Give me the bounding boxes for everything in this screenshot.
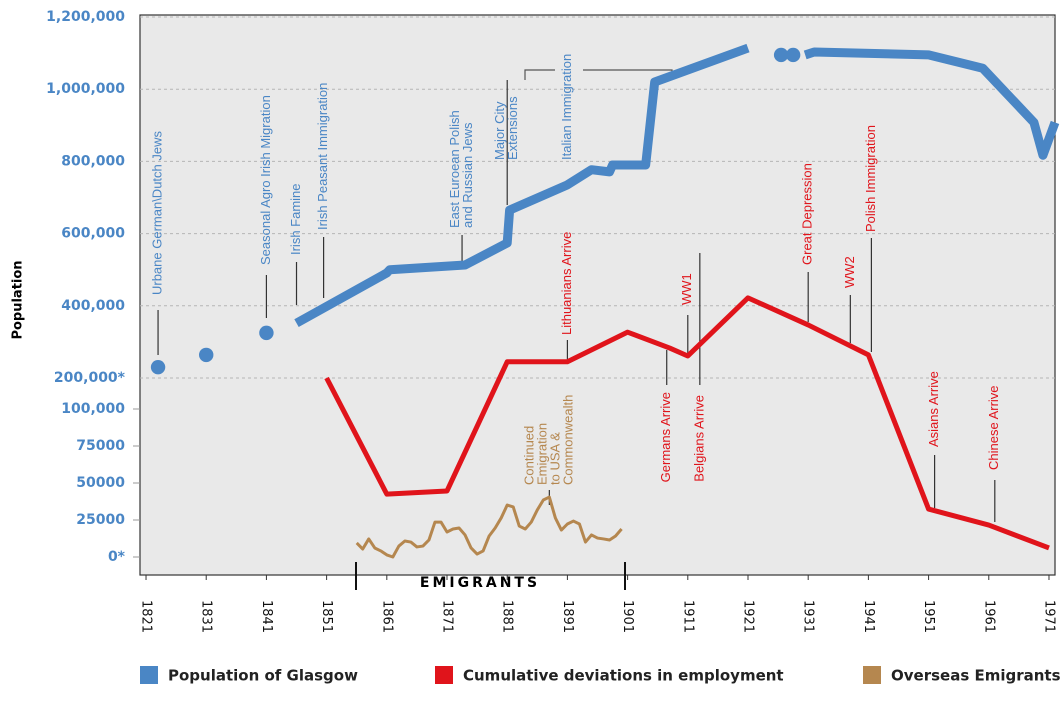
legend-label: Overseas Emigrants [891,667,1061,685]
annotation: East Euroean Polish [447,110,462,228]
legend-label: Cumulative deviations in employment [463,667,784,685]
bracket-line [524,69,555,80]
annotation: Extensions [505,96,520,160]
data-point [773,47,789,63]
y-tick-label: 400,000 [61,298,125,314]
annotation: Lithuanians Arrive [559,232,574,335]
series-line [294,43,750,328]
y-tick-label: 50000 [76,475,125,491]
x-tick-label: 1831 [199,600,214,633]
annotation: Irish Famine [288,183,303,255]
series-line [355,495,623,559]
x-tick-label: 1931 [801,600,816,633]
series-line [803,47,1060,160]
annotation: Continued [521,426,536,485]
annotation: Great Depression [800,163,815,265]
x-tick-label: 1821 [139,600,154,633]
x-tick-label: 1961 [981,600,996,633]
annotation: Seasonal Agro Irish Migration [258,95,273,265]
legend-label: Population of Glasgow [168,667,358,685]
x-tick-label: 1911 [680,600,695,633]
y-tick-label: 1,000,000 [46,81,125,97]
legend-swatch [435,666,453,684]
annotation: Chinese Arrive [986,385,1001,470]
x-tick-label: 1861 [379,600,394,633]
y-tick-label: 800,000 [61,153,125,169]
y-axis-title: Population [11,260,26,339]
y-tick-label: 1,200,000 [46,9,125,25]
annotation: WW1 [679,273,694,305]
annotation: Emigration [534,423,549,485]
y-tick-label: 200,000* [54,370,126,386]
legend-swatch [140,666,158,684]
annotation: Asians Arrive [926,371,941,447]
series-line [324,295,1050,551]
annotation: to USA & [547,432,562,485]
y-tick-label: 0* [108,549,126,565]
annotation: Italian Immigration [559,54,574,160]
x-tick-label: 1841 [259,600,274,633]
x-tick-label: 1891 [560,600,575,633]
legend-swatch [863,666,881,684]
y-tick-label: 25000 [76,512,125,528]
plot-area [139,14,1056,576]
annotation: Belgians Arrive [691,395,706,482]
annotation: Commonwealth [560,395,575,485]
data-point [259,325,274,341]
data-point [785,47,801,63]
data-point [199,347,214,363]
annotation: WW2 [842,256,857,288]
data-point [150,359,166,375]
annotation: Polish Immigration [863,125,878,232]
x-tick-label: 1851 [319,600,334,633]
x-tick-label: 1921 [740,600,755,633]
x-tick-label: 1941 [861,600,876,633]
y-tick-label: 100,000 [61,401,125,417]
x-tick-label: 1901 [620,600,635,633]
annotation: Irish Peasant Immigration [315,83,330,230]
x-tick-label: 1951 [921,600,936,633]
y-tick-label: 600,000 [61,226,125,242]
x-axis-title: EMIGRANTS [420,575,540,591]
annotation: Major City [492,101,507,160]
emigrants-bracket [355,562,626,590]
annotation: Urbane German\Dutch Jews [149,130,164,295]
x-tick-label: 1971 [1041,600,1056,633]
x-tick-label: 1881 [500,600,515,633]
y-tick-label: 75000 [76,438,125,454]
annotation: Germans Arrive [658,392,673,482]
annotation: and Russian Jews [460,122,475,228]
x-tick-label: 1871 [440,600,455,633]
